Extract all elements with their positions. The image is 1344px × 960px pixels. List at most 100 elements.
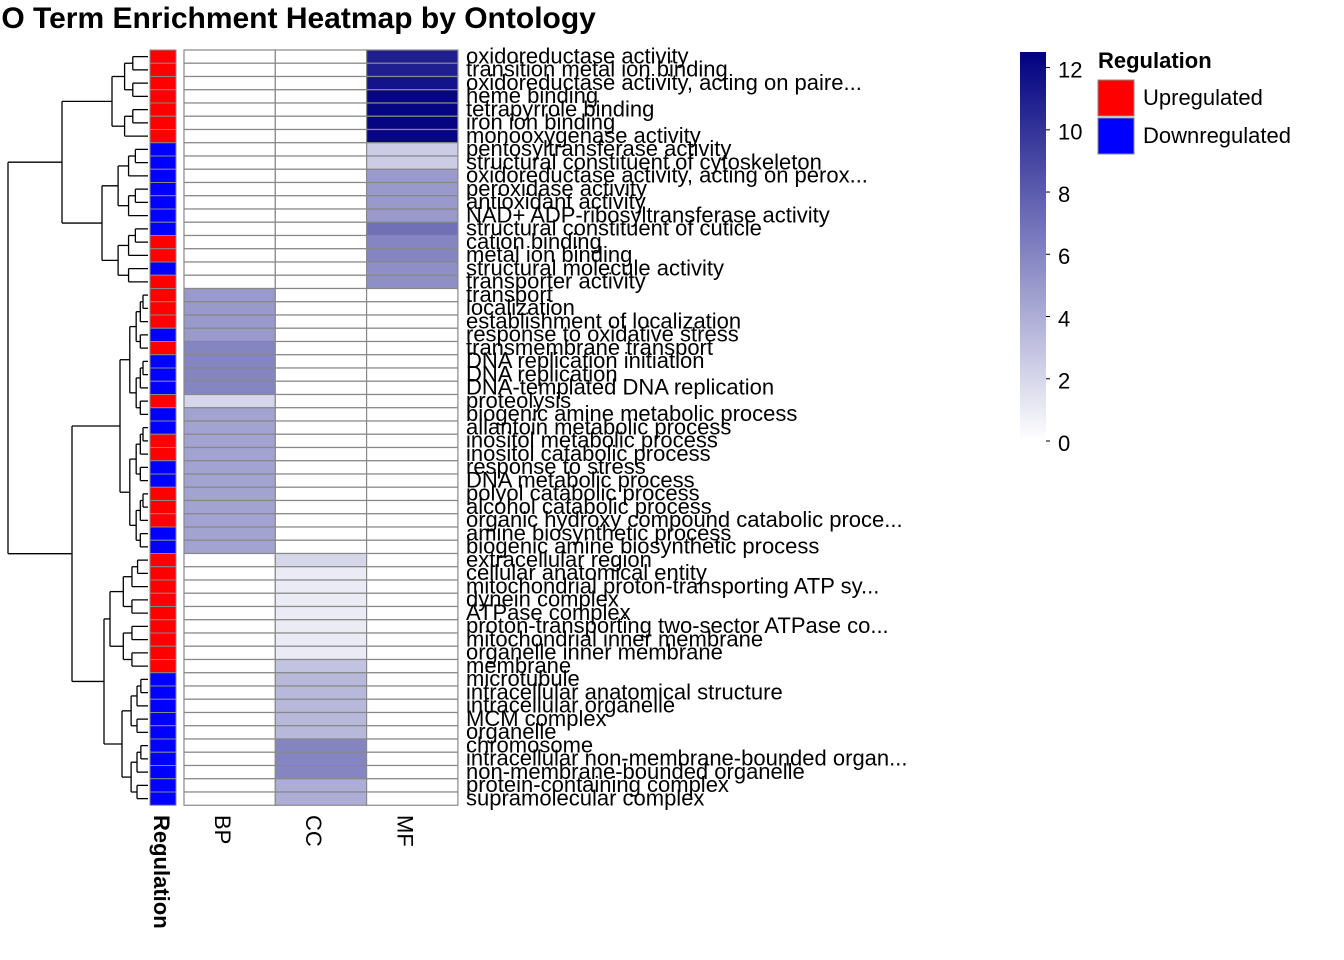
- colorbar-label: 0: [1058, 431, 1070, 456]
- heatmap-cell: [274, 314, 368, 329]
- annotation-cell: [149, 168, 177, 183]
- annotation-cell: [149, 579, 177, 594]
- heatmap-cell: [366, 433, 459, 449]
- heatmap-cell: [183, 221, 276, 237]
- heatmap-cell: [274, 460, 368, 475]
- row-label: organic hydroxy compound catabolic proce…: [466, 507, 903, 532]
- heatmap-cell: [183, 446, 276, 462]
- annotation-cell: [149, 248, 177, 263]
- heatmap-cell: [366, 367, 459, 382]
- annotation-cell: [149, 632, 177, 647]
- heatmap-cell: [274, 208, 368, 223]
- annotation-cell: [149, 645, 177, 660]
- heatmap-cell: [274, 49, 368, 64]
- colorbar: [1020, 52, 1046, 441]
- heatmap-cell: [274, 711, 368, 727]
- annotation-cell: [149, 261, 177, 276]
- row-label: inositol catabolic process: [466, 441, 711, 466]
- heatmap-cell: [274, 221, 368, 237]
- heatmap-cell: [274, 407, 368, 422]
- row-label: structural constituent of cytoskeleton: [466, 149, 822, 174]
- heatmap-cell: [183, 460, 276, 475]
- row-label: DNA-templated DNA replication: [466, 375, 774, 400]
- colorbar-label: 4: [1058, 306, 1070, 331]
- heatmap-cell: [366, 751, 459, 767]
- heatmap-cell: [183, 685, 276, 700]
- row-label: oxidoreductase activity, acting on paire…: [466, 70, 862, 95]
- annotation-cell: [149, 685, 177, 700]
- heatmap-cell: [366, 261, 459, 276]
- heatmap-cell: [366, 102, 459, 117]
- row-label: oxidoreductase activity, acting on perox…: [466, 163, 868, 188]
- heatmap-cell: [183, 539, 276, 555]
- heatmap-cell: [366, 711, 459, 727]
- heatmap-cell: [183, 579, 276, 594]
- heatmap-cell: [366, 208, 459, 223]
- row-label: NAD+ ADP-ribosyltransferase activity: [466, 202, 830, 227]
- heatmap-cell: [183, 711, 276, 727]
- annotation-cell: [149, 473, 177, 488]
- heatmap-cell: [183, 486, 276, 502]
- heatmap-cell: [274, 499, 368, 515]
- heatmap-cell: [274, 89, 368, 104]
- heatmap-cell: [274, 181, 368, 197]
- heatmap-cell: [274, 566, 368, 581]
- row-label: oxidoreductase activity: [466, 43, 689, 68]
- heatmap-cell: [274, 287, 368, 303]
- heatmap-cell: [366, 579, 459, 594]
- row-label: amine biosynthetic process: [466, 520, 731, 545]
- heatmap-cell: [274, 446, 368, 462]
- row-label: extracellular region: [466, 547, 652, 572]
- annotation-cell: [149, 354, 177, 369]
- row-label: mitochondrial inner membrane: [466, 626, 763, 651]
- row-label: biogenic amine biosynthetic process: [466, 534, 819, 559]
- row-label: iron ion binding: [466, 110, 615, 135]
- annotation-cell: [149, 288, 177, 303]
- heatmap-cell: [366, 486, 459, 502]
- heatmap-cell: [183, 75, 276, 91]
- row-label: non-membrane-bounded organelle: [466, 759, 805, 784]
- heatmap-cell: [183, 208, 276, 223]
- heatmap-cell: [183, 778, 276, 793]
- legend-title: Regulation: [1098, 48, 1212, 73]
- heatmap-cell: [274, 685, 368, 700]
- annotation-cell: [149, 129, 177, 144]
- heatmap-cell: [366, 420, 459, 435]
- row-label: organelle: [466, 719, 557, 744]
- heatmap-cell: [274, 380, 368, 396]
- annotation-cell: [149, 142, 177, 157]
- column-label: CC: [301, 815, 326, 847]
- legend-label: Upregulated: [1143, 85, 1263, 110]
- heatmap-cell: [366, 645, 459, 661]
- annotation-cell: [149, 274, 177, 289]
- heatmap-cell: [274, 791, 368, 806]
- heatmap-cell: [274, 142, 368, 157]
- row-label: peroxidase activity: [466, 176, 647, 201]
- column-label: MF: [392, 815, 417, 847]
- heatmap-cell: [274, 155, 368, 170]
- annotation-cell: [149, 500, 177, 515]
- row-label: antioxidant activity: [466, 189, 646, 214]
- annotation-cell: [149, 327, 177, 342]
- row-label: ATPase complex: [466, 600, 631, 625]
- colorbar-label: 6: [1058, 244, 1070, 269]
- row-label: response to oxidative stress: [466, 322, 739, 347]
- heatmap-cell: [366, 473, 459, 488]
- colorbar-label: 2: [1058, 369, 1070, 394]
- annotation-cell: [149, 659, 177, 674]
- row-label: transmembrane transport: [466, 335, 713, 360]
- row-label: proton-transporting two-sector ATPase co…: [466, 613, 889, 638]
- annotation-cell: [149, 62, 177, 77]
- heatmap-cell: [274, 354, 368, 369]
- column-label: BP: [210, 815, 235, 844]
- heatmap-cell: [274, 513, 368, 528]
- heatmap-cell: [366, 526, 459, 541]
- heatmap-cell: [274, 195, 368, 210]
- heatmap-cell: [366, 89, 459, 104]
- heatmap-cell: [366, 539, 459, 555]
- heatmap-cell: [366, 221, 459, 237]
- heatmap-cell: [274, 592, 368, 608]
- heatmap-cell: [183, 499, 276, 515]
